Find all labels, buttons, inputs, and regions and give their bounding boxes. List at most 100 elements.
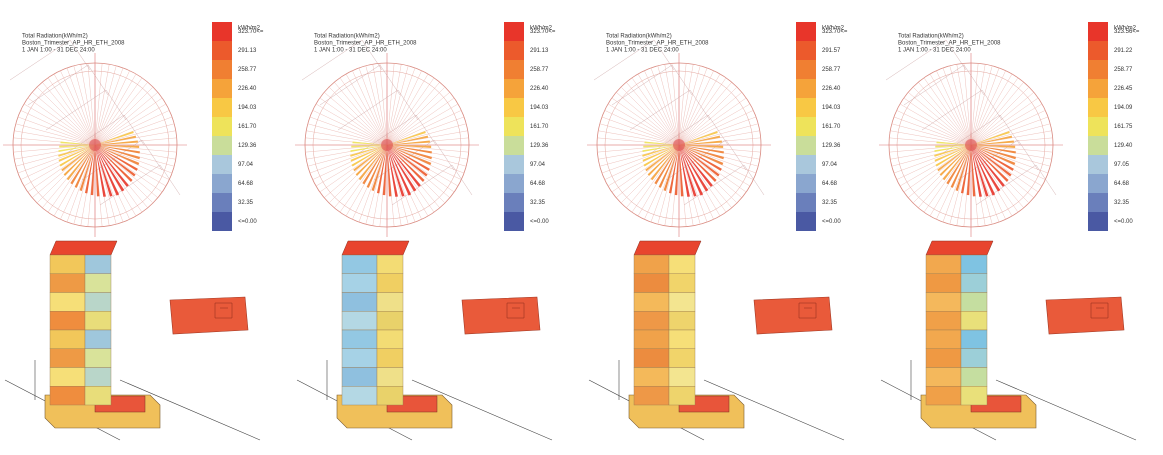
compass-line [678,144,732,208]
sun-ray [679,145,724,148]
compass-line [94,67,124,146]
compass-line [36,86,96,146]
tower-side-floor [668,254,696,274]
sun-ray [376,145,387,194]
sun-ray [95,145,136,177]
compass-line [386,144,455,193]
sun-ray [663,145,679,191]
tower-front-floor [49,292,86,312]
sun-ray [95,131,134,145]
street-outline [593,39,675,81]
compass-line [94,144,124,223]
legend-swatch [212,155,232,174]
compass-line [678,144,687,227]
compass-line [352,70,388,146]
compass-line [631,144,680,213]
compass-line [32,144,96,198]
sun-ray [971,145,1016,154]
compass-line [15,144,96,167]
legend-swatch [212,193,232,212]
sun-center [673,139,685,151]
sun-ray [934,145,971,162]
sun-ray [679,145,697,197]
compass-line [47,144,96,213]
compass-line [60,70,96,146]
tower-front-floor [49,367,86,387]
compass-line [970,144,1000,223]
compass-line [604,110,680,146]
legend-label: <=0.00 [1114,219,1133,225]
compass-line [678,144,747,193]
legend-swatch [504,117,524,136]
street-outline [903,64,985,106]
legend-swatch [212,22,232,41]
compass-line [601,144,680,174]
compass-line [94,64,110,146]
compass-line [309,116,388,146]
compass-line [17,116,96,146]
tower-front-floor [925,329,962,349]
sun-ray [79,145,95,191]
compass-line [678,144,761,153]
sun-ray [679,145,722,171]
compass-line [94,144,170,180]
compass-line [312,110,388,146]
tower-side-floor [84,292,112,312]
compass-line [15,123,96,146]
tower-front-floor [49,311,86,331]
sun-ray [971,135,1013,145]
legend-label: 323.70<= [238,29,264,35]
legend-unit: kWh/m2 [238,26,261,32]
compass-line [87,144,96,227]
compass-line [678,77,727,146]
sun-ray [971,140,1014,145]
compass-line [970,63,979,146]
sun-ray [387,145,398,197]
compass-line [73,144,96,225]
tower-front-floor [49,273,86,293]
panel-title: Total Radiation(kWh/m2) [22,34,88,40]
legend-label: 97.05 [1114,162,1130,168]
compass-line [626,82,680,146]
sun-ray [350,145,387,157]
compass-line [970,130,1052,146]
sun-ray [960,145,971,194]
compass-line [970,144,1034,198]
sun-ray [679,145,720,177]
compass-line [334,82,388,146]
legend-swatch [1088,193,1108,212]
sun-ray [95,140,138,145]
compass-line [386,144,429,217]
sun-ray [934,145,971,157]
legend-label: 194.09 [1114,105,1133,111]
compass-line [94,123,175,146]
sun-ray [95,145,140,166]
compass-line [13,144,96,153]
sun-ray [387,145,432,166]
compass-line [891,144,972,167]
roof-block [1045,296,1125,335]
tower-front-floor [633,311,670,331]
sun-ray [643,145,679,167]
tower-roof [925,240,994,256]
sun-ray [58,145,95,153]
compass-line [891,123,972,146]
compass-line [94,144,103,227]
legend-label: 291.22 [1114,48,1133,54]
roof-detail [214,302,233,319]
sun-ray [679,145,717,182]
compass-line [386,144,440,208]
compass-line [345,73,388,146]
compass-line [319,144,388,193]
sun-ray [387,145,405,197]
legend-unit: kWh/m2 [1114,26,1137,32]
legend-swatch [1088,60,1108,79]
compass-line [599,144,680,167]
tower-front-floor [633,348,670,368]
compass-line [908,92,972,146]
panel-title: 1 JAN 1:00 - 31 DEC 24:00 [898,48,971,54]
compass-line [678,67,708,146]
legend-label: 64.68 [238,181,254,187]
sun-ray [95,145,100,197]
legend-swatch [796,212,816,231]
